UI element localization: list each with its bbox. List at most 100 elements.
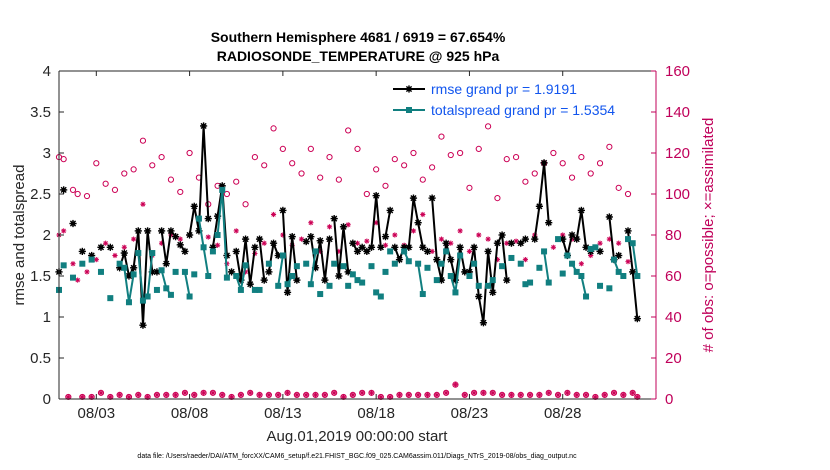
series-lines <box>55 122 641 329</box>
assimilated-marker-106-stroke-3 <box>551 245 556 250</box>
spread-point-55 <box>382 268 389 275</box>
rmse-point-42-stroke-3 <box>279 207 286 214</box>
spread-point-2 <box>69 274 76 281</box>
spread-point-79 <box>536 264 543 271</box>
assimilated-marker-77 <box>415 392 421 398</box>
rmse-point-70 <box>414 219 422 227</box>
rmse-point-73-stroke-3 <box>429 195 436 202</box>
rmse-point-35-stroke-3 <box>247 281 254 288</box>
spread-point-81 <box>545 279 552 286</box>
spread-point-71 <box>475 282 482 289</box>
rmse-point-100 <box>573 235 581 243</box>
spread-point-11 <box>135 250 142 257</box>
rmse-line-15 <box>258 238 266 281</box>
rmse-point-45-stroke-3 <box>293 277 300 284</box>
rmse-point-10 <box>130 264 138 272</box>
assimilated-marker-29-stroke-3 <box>192 392 197 398</box>
spread-point-6 <box>107 295 114 302</box>
y-tick-label-7: 3.5 <box>30 104 51 121</box>
assimilated-marker-111 <box>574 392 580 398</box>
rmse-point-96-stroke-3 <box>545 219 552 226</box>
assimilated-marker-107-stroke-3 <box>555 392 561 398</box>
assimilated-marker-37-stroke-3 <box>229 394 234 400</box>
assimilated-marker-49 <box>284 390 291 396</box>
rmse-point-86-stroke-3 <box>489 289 496 296</box>
spread-point-5 <box>97 268 104 275</box>
assimilated-marker-18-stroke-3 <box>140 201 146 207</box>
rmse-point-63 <box>381 233 390 241</box>
assimilated-marker-15-stroke-3 <box>126 394 132 400</box>
assimilated-marker-35 <box>219 392 225 398</box>
y2-tick-label-4: 80 <box>665 227 682 244</box>
rmse-point-10-stroke-3 <box>130 264 137 271</box>
spread-point-48 <box>345 282 352 289</box>
spread-point-18 <box>167 291 174 298</box>
rmse-line-17 <box>281 210 298 294</box>
assimilated-marker-32-stroke-3 <box>205 234 211 240</box>
assimilated-marker-114-stroke-3 <box>588 253 593 258</box>
rmse-point-76 <box>442 239 450 247</box>
assimilated-marker-66-stroke-3 <box>364 238 370 244</box>
rmse-point-71-stroke-3 <box>419 244 426 251</box>
spread-point-65 <box>443 248 450 255</box>
assimilated-marker-76 <box>410 228 417 234</box>
y-tick-label-6: 3 <box>43 145 51 162</box>
assimilated-marker-111-stroke-3 <box>574 392 579 398</box>
rmse-point-99 <box>568 231 576 239</box>
assimilated-marker-13-stroke-3 <box>117 392 122 398</box>
rmse-point-39 <box>265 268 273 276</box>
x-tick-label-5: 08/28 <box>544 405 582 422</box>
spread-point-75 <box>508 254 515 261</box>
assimilated-marker-1-stroke-3 <box>61 228 66 234</box>
assimilated-marker-92-stroke-3 <box>485 236 491 242</box>
possible-marker-66 <box>363 190 370 198</box>
assimilated-marker-12-stroke-3 <box>112 253 118 258</box>
possible-marker-3 <box>69 186 77 193</box>
spread-point-60 <box>415 260 422 267</box>
assimilated-marker-90 <box>476 232 482 238</box>
assimilated-marker-54-stroke-3 <box>308 220 314 225</box>
x-axis-ticks: 08/03 08/08 08/13 08/18 08/23 08/28 <box>78 71 582 422</box>
assimilated-marker-23-stroke-3 <box>164 392 169 398</box>
spread-point-36 <box>275 282 282 289</box>
spread-point-22 <box>191 271 198 278</box>
rmse-point-60-stroke-3 <box>368 244 375 251</box>
assimilated-marker-120-stroke-3 <box>616 240 621 246</box>
rmse-point-82 <box>470 243 478 251</box>
rmse-point-89 <box>503 276 511 284</box>
spread-point-20 <box>181 268 188 275</box>
rmse-point-85-stroke-3 <box>484 248 492 255</box>
assimilated-marker-51 <box>294 392 300 398</box>
assimilated-marker-65-stroke-3 <box>359 390 365 396</box>
assimilated-marker-80-stroke-3 <box>429 249 435 254</box>
rmse-point-85 <box>484 247 492 255</box>
assimilated-marker-9 <box>98 390 104 396</box>
spread-point-37 <box>279 252 286 259</box>
assimilated-marker-112-stroke-3 <box>579 261 584 266</box>
assimilated-marker-75 <box>406 392 412 398</box>
x-tick-label-3: 08/18 <box>357 405 395 422</box>
assimilated-marker-88 <box>466 248 473 254</box>
assimilated-marker-18 <box>140 201 146 207</box>
spread-point-82 <box>555 236 562 243</box>
legend-spread-label: totalspread grand pr = 1.5354 <box>431 102 615 118</box>
assimilated-marker-45 <box>266 392 272 398</box>
possible-marker-100 <box>522 178 529 185</box>
assimilated-marker-123-stroke-3 <box>630 390 635 396</box>
rmse-point-110-stroke-3 <box>634 315 641 322</box>
possible-marker-64 <box>354 145 361 152</box>
rmse-point-74-stroke-3 <box>433 256 440 263</box>
possible-marker-98 <box>512 154 520 161</box>
rmse-point-93-stroke-3 <box>531 236 538 243</box>
rmse-point-64-stroke-3 <box>387 207 394 214</box>
rmse-point-44 <box>288 233 296 241</box>
assimilated-marker-3 <box>70 261 76 267</box>
assimilated-marker-85-stroke-3 <box>453 382 458 387</box>
possible-marker-68 <box>373 166 380 173</box>
assimilated-marker-84 <box>448 240 454 246</box>
spread-point-50 <box>354 277 361 284</box>
possible-marker-90 <box>475 145 482 152</box>
possible-marker-72 <box>391 156 398 163</box>
spread-point-70 <box>471 260 478 267</box>
spread-point-88 <box>583 293 590 300</box>
